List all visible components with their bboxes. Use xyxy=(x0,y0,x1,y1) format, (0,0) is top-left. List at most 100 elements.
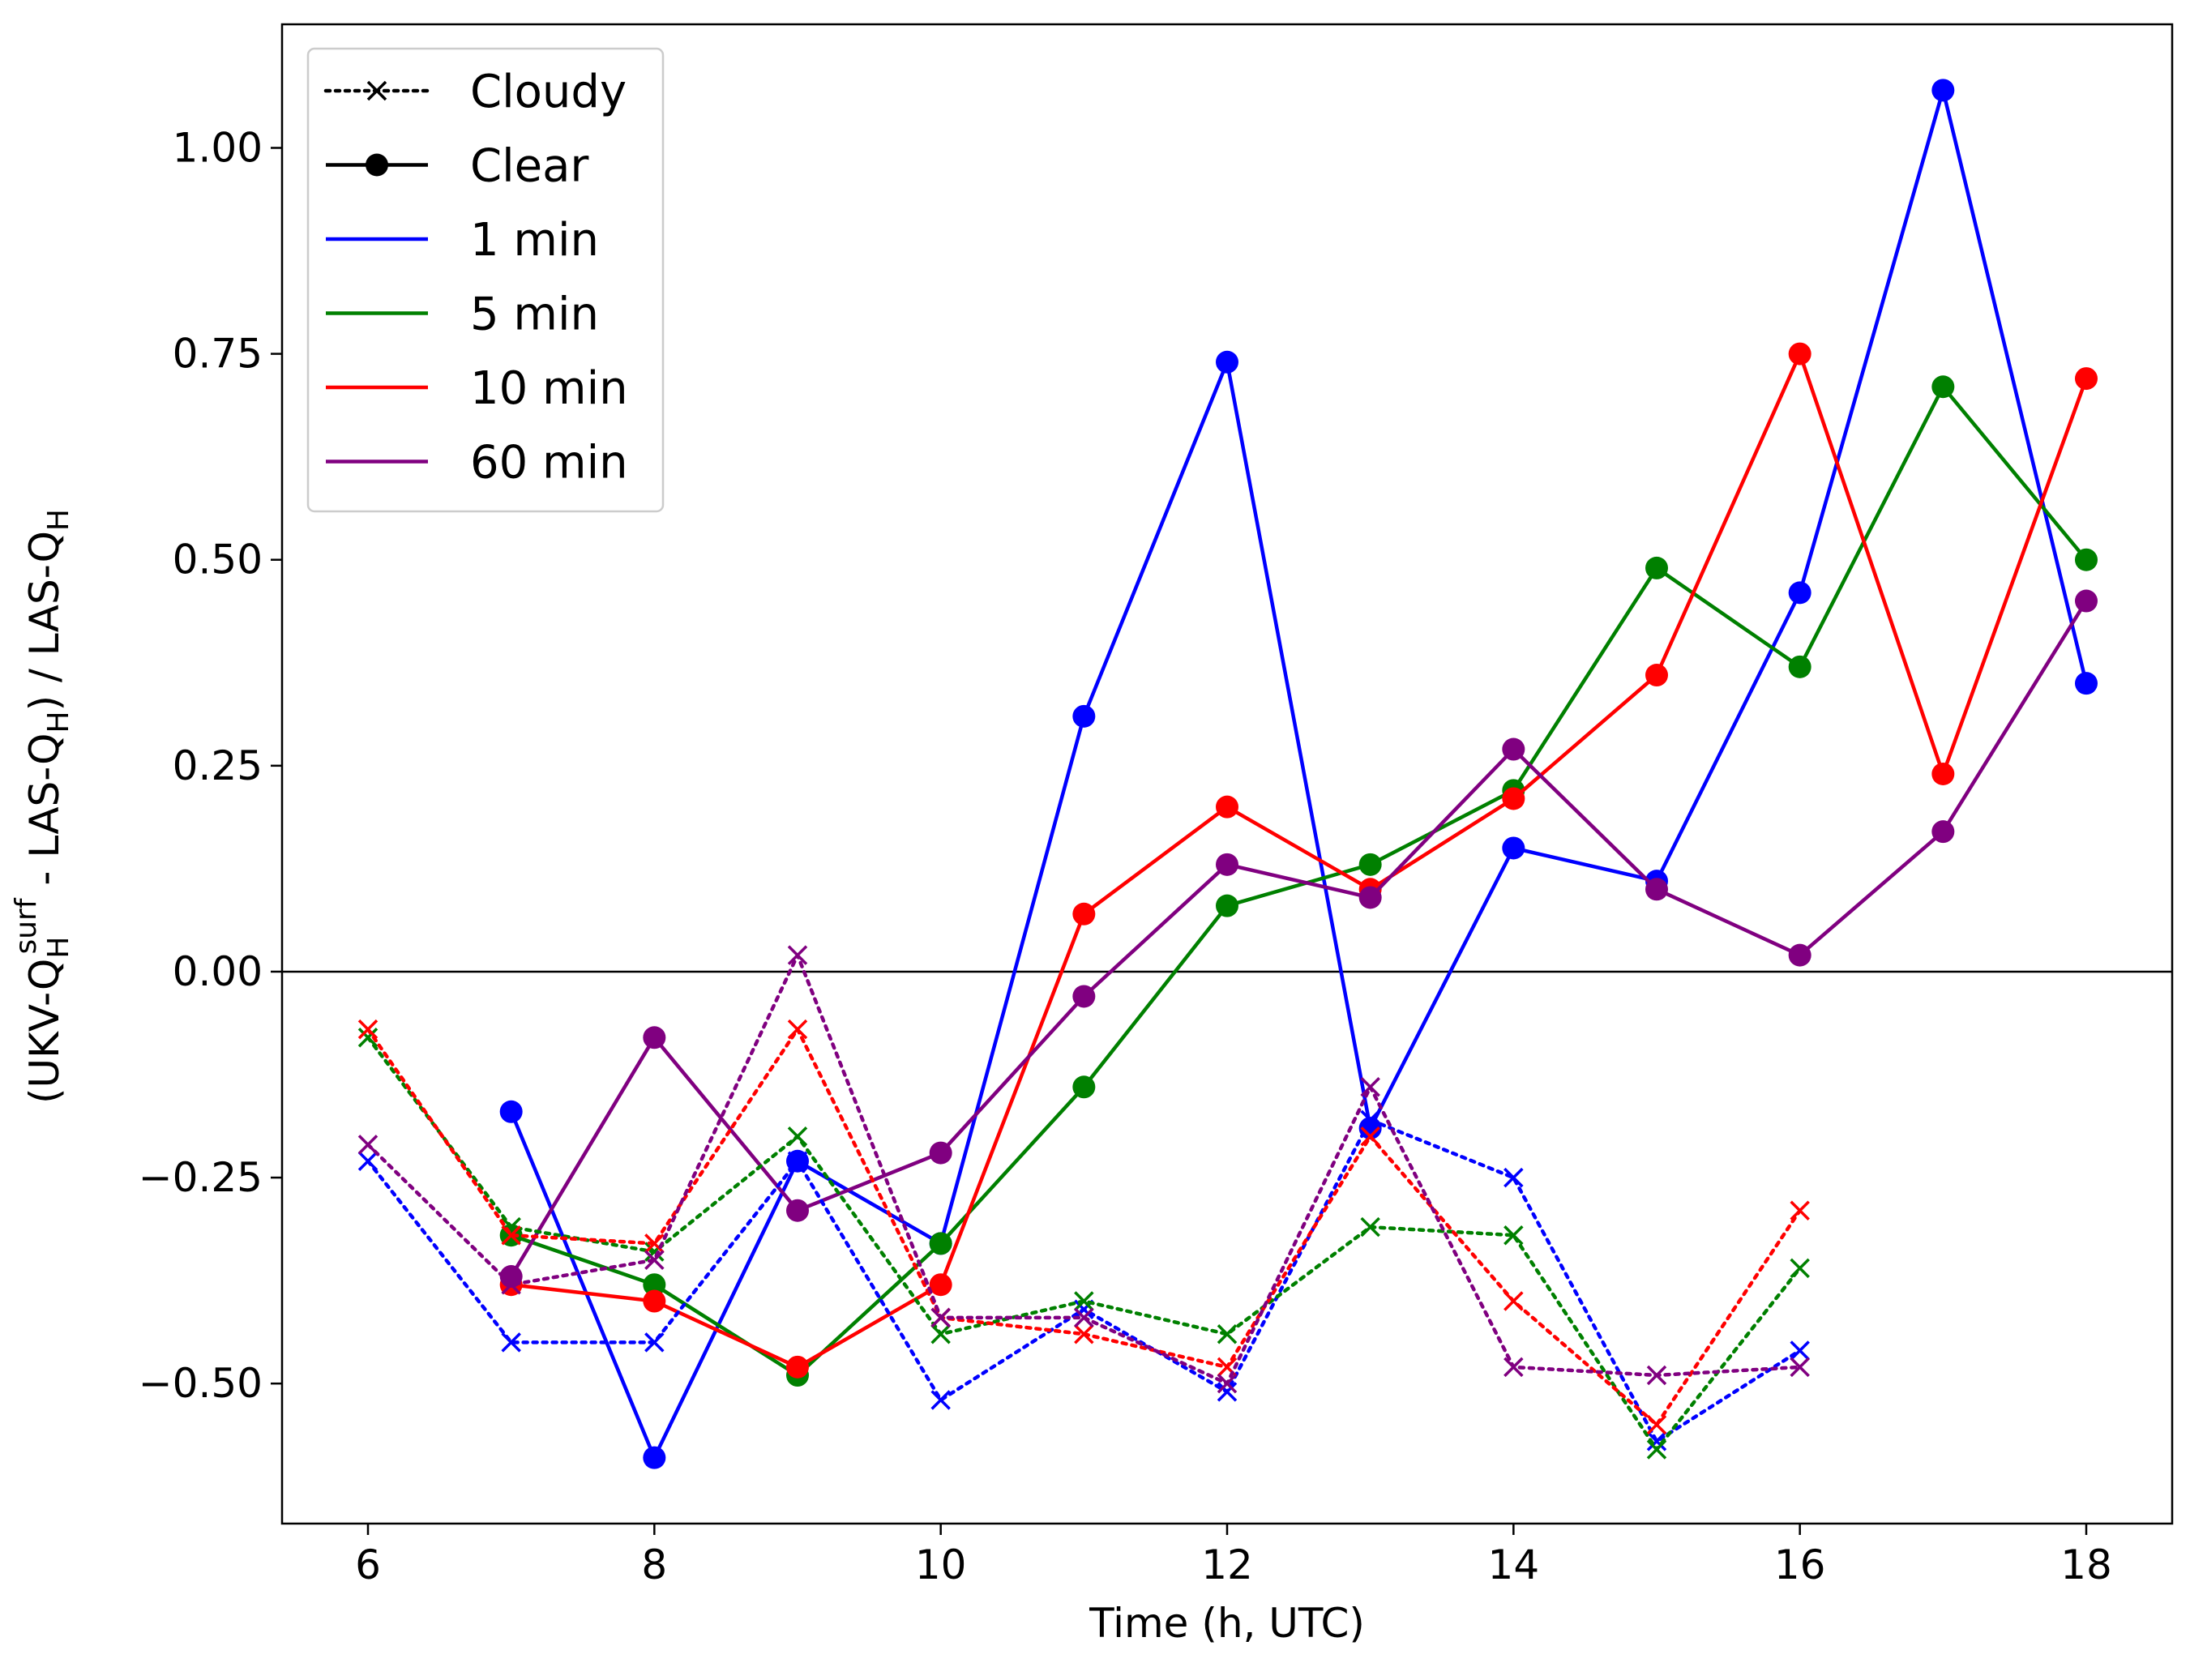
data-point xyxy=(499,1100,523,1123)
series-cloudy-1-min xyxy=(357,1109,1810,1451)
data-point xyxy=(787,1019,808,1040)
data-point xyxy=(1502,787,1525,810)
data-point xyxy=(1216,795,1238,819)
data-point xyxy=(1358,886,1382,909)
y-tick-label: −0.25 xyxy=(139,1154,263,1201)
y-tick-label: −0.50 xyxy=(139,1360,263,1407)
data-point xyxy=(787,1151,808,1171)
data-point xyxy=(501,1216,521,1238)
data-point xyxy=(1790,1340,1810,1361)
data-point xyxy=(787,1126,808,1147)
data-point xyxy=(2075,548,2098,571)
y-tick-label: 0.75 xyxy=(173,331,263,378)
data-point xyxy=(1358,853,1382,876)
legend-label: 5 min xyxy=(470,289,599,341)
data-point xyxy=(786,1199,809,1222)
data-point xyxy=(1502,737,1525,761)
x-tick-label: 12 xyxy=(1201,1541,1253,1588)
legend-entry-clear: Clear xyxy=(326,140,589,193)
data-point xyxy=(1074,1291,1094,1311)
data-point xyxy=(643,1289,666,1313)
series-clear-10-min xyxy=(499,342,2098,1379)
data-point xyxy=(1074,1307,1094,1328)
x-tick-label: 16 xyxy=(1774,1541,1826,1588)
legend-entry-5-min: 5 min xyxy=(326,289,599,341)
data-point xyxy=(1360,1126,1380,1147)
series-cloudy-5-min xyxy=(357,1028,1810,1460)
data-point xyxy=(1072,985,1096,1008)
y-tick-label: 0.00 xyxy=(173,948,263,995)
data-point xyxy=(1072,1075,1096,1099)
y-label-part: surf xyxy=(10,897,43,954)
data-point xyxy=(1931,820,1955,844)
data-point xyxy=(1074,1323,1094,1344)
data-point xyxy=(1646,1365,1667,1386)
data-point xyxy=(1503,1167,1524,1188)
data-point xyxy=(357,1019,379,1040)
y-tick-label: 1.00 xyxy=(173,124,263,171)
data-point xyxy=(644,1233,665,1254)
data-point xyxy=(786,1355,809,1379)
x-tick-label: 8 xyxy=(641,1541,667,1588)
legend-entry-1-min: 1 min xyxy=(326,214,599,267)
series-cloudy-60-min xyxy=(357,945,1810,1394)
data-point xyxy=(643,1273,666,1297)
series-line xyxy=(509,88,2089,1460)
legend-label: 60 min xyxy=(470,437,628,489)
data-point xyxy=(1645,556,1668,579)
legend-swatch-marker xyxy=(366,153,388,177)
y-tick-label: 0.25 xyxy=(173,742,263,789)
x-tick-label: 18 xyxy=(2060,1541,2112,1588)
data-point xyxy=(1788,943,1811,967)
data-point xyxy=(357,1151,379,1171)
data-point xyxy=(501,1332,521,1353)
data-point xyxy=(2075,589,2098,613)
data-point xyxy=(929,1273,952,1297)
legend-entry-60-min: 60 min xyxy=(326,437,628,489)
legend-swatch-marker xyxy=(366,80,387,101)
legend-entry-cloudy: Cloudy xyxy=(323,66,627,118)
data-point xyxy=(929,1232,952,1255)
data-point xyxy=(1790,1357,1810,1378)
data-point xyxy=(501,1274,521,1295)
data-point xyxy=(1217,1373,1238,1394)
data-point xyxy=(1788,581,1811,605)
data-point xyxy=(929,1141,952,1165)
data-point xyxy=(1931,79,1955,102)
data-point xyxy=(1931,375,1955,399)
data-point xyxy=(643,1446,666,1469)
series-line xyxy=(511,352,2089,1370)
series-line xyxy=(510,385,2088,1378)
legend-label: Cloudy xyxy=(470,66,627,118)
x-tick-label: 6 xyxy=(355,1541,381,1588)
y-label-part: (UKV-Q xyxy=(21,959,68,1104)
data-point xyxy=(1646,1431,1667,1451)
data-point xyxy=(644,1250,665,1270)
data-point xyxy=(1216,853,1238,876)
data-point xyxy=(1645,664,1668,687)
data-point xyxy=(1790,1200,1810,1220)
data-point xyxy=(930,1307,951,1328)
y-axis-label: (UKV-QHsurf - LAS-QH) / LAS-QH xyxy=(10,509,75,1104)
data-point xyxy=(1216,894,1238,917)
y-label-part: H xyxy=(42,509,75,531)
series-line xyxy=(509,600,2088,1278)
data-point xyxy=(1645,878,1668,901)
data-point xyxy=(1072,902,1096,925)
data-point xyxy=(1646,1439,1667,1460)
data-point xyxy=(930,1323,951,1344)
y-label-part: ) / LAS-Q xyxy=(21,531,68,711)
legend-entry-10-min: 10 min xyxy=(326,362,628,415)
x-tick-label: 10 xyxy=(915,1541,967,1588)
axes-layer: 6 8 10 12 14 16 18 −0.50 −0.25 0.00 0.25 0.50 0.75 1.… xyxy=(139,23,2174,1588)
data-point xyxy=(1216,350,1238,374)
y-label-part: H xyxy=(42,711,75,733)
x-tick-label: 14 xyxy=(1488,1541,1540,1588)
data-point xyxy=(2075,672,2098,695)
y-tick-label: 0.50 xyxy=(173,536,263,584)
data-point xyxy=(930,1390,951,1410)
data-point xyxy=(357,1028,379,1048)
legend: Cloudy Clear 1 min 5 min 10 min 60 min xyxy=(306,47,665,513)
data-point xyxy=(2075,367,2098,391)
